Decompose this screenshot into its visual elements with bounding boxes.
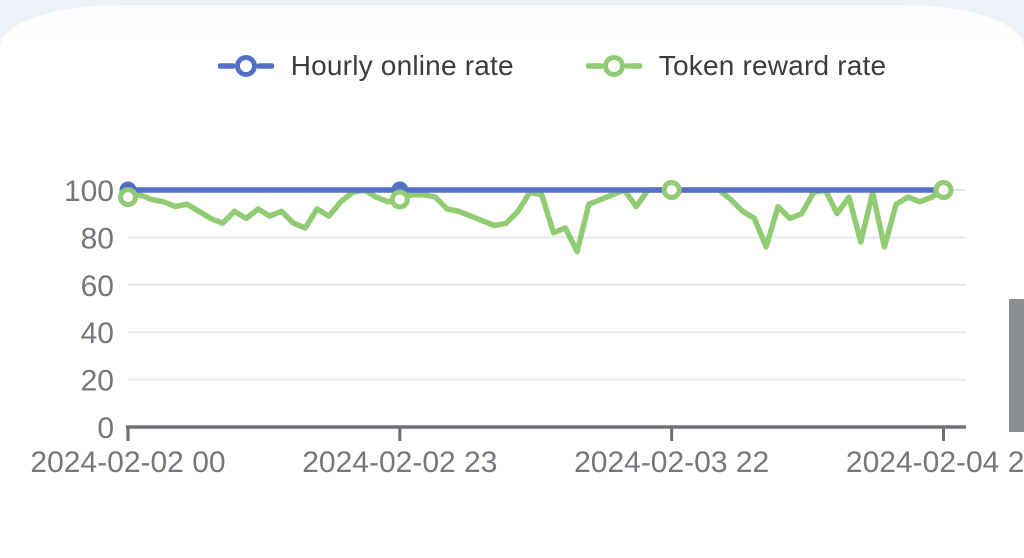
y-axis-label-20: 20 <box>81 365 114 398</box>
line-series-marker-icon <box>585 55 642 77</box>
series-line-token-reward-rate <box>125 187 947 255</box>
legend-label-hourly-online-rate: Hourly online rate <box>290 50 514 81</box>
data-point-token-reward-rate-h46[interactable] <box>661 180 682 200</box>
y-axis-label-60: 60 <box>81 270 114 303</box>
x-axis-label-0: 2024-02-02 00 <box>30 446 225 479</box>
legend-item-token-reward-rate[interactable]: Token reward rate <box>585 50 887 82</box>
data-point-token-reward-rate-h69[interactable] <box>933 180 954 200</box>
x-axis-label-3: 2024-02-04 21 <box>846 446 1024 479</box>
data-point-token-reward-rate-h0[interactable] <box>118 187 138 208</box>
chart-legend: Hourly online rate Token reward rate <box>40 44 1024 88</box>
y-axis-label-40: 40 <box>81 317 114 350</box>
chart-card <box>0 5 1024 558</box>
legend-item-hourly-online-rate[interactable]: Hourly online rate <box>217 50 514 82</box>
scrollbar-thumb[interactable] <box>1009 299 1024 432</box>
y-axis-label-0: 0 <box>97 412 114 445</box>
y-axis-label-80: 80 <box>81 222 114 255</box>
x-axis-label-1: 2024-02-02 23 <box>302 446 497 479</box>
line-series-marker-icon <box>217 55 274 77</box>
legend-label-token-reward-rate: Token reward rate <box>658 50 887 81</box>
data-point-token-reward-rate-h23[interactable] <box>389 189 410 210</box>
x-axis-label-2: 2024-02-03 22 <box>574 446 769 479</box>
y-axis-label-100: 100 <box>64 175 114 208</box>
